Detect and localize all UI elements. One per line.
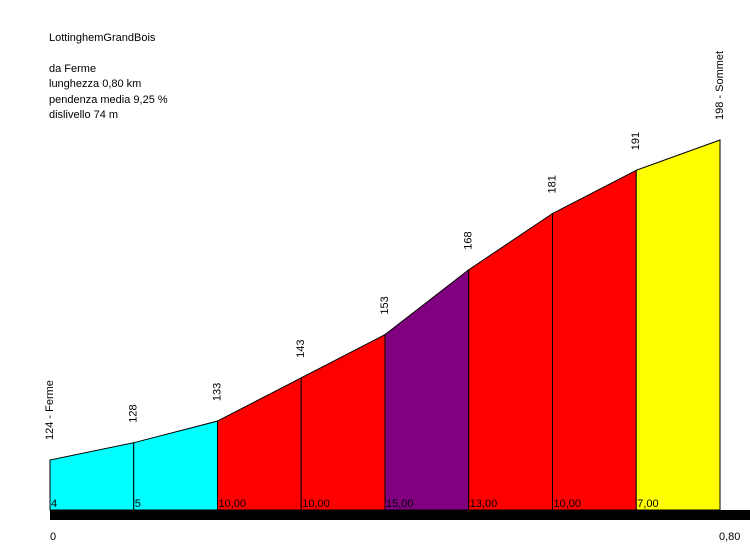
elevation-label: 153 (379, 296, 391, 314)
route-elevation-gain: dislivello 74 m (49, 109, 119, 121)
profile-segment (217, 377, 302, 511)
profile-segment (133, 420, 218, 511)
x-axis-start-label: 0 (50, 531, 56, 543)
profile-segment (49, 442, 135, 511)
elevation-label: 133 (212, 383, 224, 401)
elevation-label: 181 (547, 175, 559, 193)
baseline-bar (50, 510, 750, 520)
elevation-label: 128 (128, 404, 140, 422)
grade-label: 4 (51, 498, 57, 510)
elevation-label: 191 (630, 132, 642, 150)
route-info: LottinghemGrandBois da Ferme lunghezza 0… (49, 31, 168, 124)
profile-segment (300, 333, 386, 511)
profile-segment (468, 212, 553, 511)
elevation-label: 143 (295, 339, 307, 357)
grade-label: 5 (135, 498, 141, 510)
x-axis-end-label: 0,80 (719, 531, 740, 543)
route-title: LottinghemGrandBois (49, 32, 156, 44)
grade-label: 7,00 (637, 498, 658, 510)
profile-segment (552, 169, 637, 511)
route-start: da Ferme (49, 62, 97, 75)
grade-label: 15,00 (386, 498, 414, 510)
elevation-label: 198 - Sommet (714, 51, 726, 120)
grade-label: 10,00 (302, 498, 330, 510)
route-length: lunghezza 0,80 km (49, 78, 142, 90)
elevation-label: 168 (463, 231, 475, 249)
elevation-label: 124 - Ferme (44, 380, 56, 440)
profile-segment (635, 139, 721, 511)
grade-label: 13,00 (470, 498, 498, 510)
route-average-grade: pendenza media 9,25 % (49, 93, 168, 106)
grade-label: 10,00 (554, 498, 582, 510)
grade-label: 10,00 (219, 498, 247, 510)
profile-segment (384, 268, 470, 511)
